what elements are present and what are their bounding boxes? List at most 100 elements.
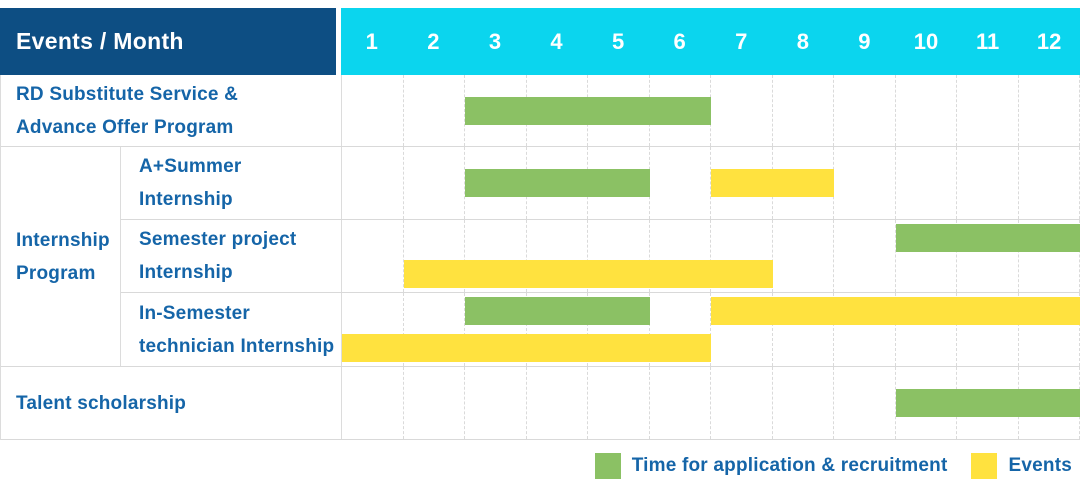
- grid-cell: [588, 293, 650, 366]
- legend-label-events: Events: [1008, 455, 1072, 476]
- chart-area-in-semester-technician-internship: [342, 293, 1080, 366]
- group-label-internship-program: Internship Program: [1, 147, 121, 366]
- grid-cell: [834, 147, 896, 219]
- month-label-12: 12: [1036, 28, 1062, 54]
- grid-cell: [342, 220, 404, 292]
- month-label-3: 3: [488, 28, 502, 54]
- grid-cell: [404, 147, 465, 219]
- group-label-line: Program: [16, 262, 96, 284]
- grid-cell: [527, 220, 588, 292]
- grid-cell: [650, 147, 711, 219]
- row-label-line: Advance Offer Program: [16, 116, 234, 138]
- grid-cell: [896, 220, 957, 292]
- month-label-4: 4: [550, 28, 563, 54]
- grid-cell: [465, 220, 527, 292]
- gantt-bar-events: [403, 260, 773, 288]
- grid-cell: [650, 293, 711, 366]
- grid-cell: [896, 147, 957, 219]
- grid-cell: [834, 220, 896, 292]
- gantt-bar-recruitment: [895, 224, 1080, 252]
- chart-area-talent-scholarship: [342, 367, 1080, 439]
- grid-cell: [773, 75, 834, 146]
- row-label-semester-project-internship: Semester project Internship: [121, 220, 342, 292]
- row-label-line: RD Substitute Service &: [16, 83, 239, 105]
- grid-cell: [404, 293, 465, 366]
- grid-cell: [834, 293, 896, 366]
- chart-area-a-plus-summer-internship: [342, 147, 1080, 219]
- grid-cell: [465, 293, 527, 366]
- month-label-6: 6: [673, 28, 686, 54]
- legend-label-recruitment: Time for application & recruitment: [631, 455, 948, 476]
- grid-cell: [527, 293, 588, 366]
- row-label-in-semester-technician-internship: In-Semester technician Internship: [121, 293, 342, 366]
- row-label-line: Internship: [139, 189, 233, 210]
- row-label-line: Internship: [139, 262, 233, 283]
- grid-cell: [711, 220, 773, 292]
- grid-cell: [650, 367, 711, 439]
- row-label-line: technician Internship: [139, 335, 335, 357]
- gantt-bar-recruitment: [465, 169, 650, 197]
- month-label-11: 11: [975, 28, 1000, 54]
- row-label-talent-scholarship: Talent scholarship: [1, 367, 342, 439]
- grid-cell: [588, 220, 650, 292]
- chart-area-semester-project-internship: [342, 220, 1080, 292]
- gantt-bar-events: [711, 297, 1080, 326]
- grid-cell: [404, 367, 465, 439]
- month-header-row: 1 2 3 4 5 6 7 8 9 10 11 12: [341, 8, 1080, 75]
- gantt-bar-events: [711, 169, 834, 197]
- grid-cell: [957, 220, 1019, 292]
- row-rd-substitute-service: RD Substitute Service & Advance Offer Pr…: [1, 75, 1080, 147]
- row-a-plus-summer-internship: A+Summer Internship: [121, 147, 1080, 220]
- grid-cell: [711, 367, 773, 439]
- grid-cell: [1019, 75, 1080, 146]
- grid-cell: [957, 75, 1019, 146]
- grid-cell: [957, 147, 1019, 219]
- gantt-bar-recruitment: [465, 297, 650, 326]
- grid-cell: [773, 293, 834, 366]
- internship-program-rows: A+Summer Internship Semester project Int…: [121, 147, 1080, 366]
- grid-cell: [711, 75, 773, 146]
- grid-cell: [957, 293, 1019, 366]
- gantt-bar-recruitment: [895, 389, 1080, 417]
- grid-cell: [342, 367, 404, 439]
- month-label-8: 8: [796, 28, 809, 54]
- month-label-7: 7: [735, 28, 748, 54]
- month-label-5: 5: [611, 28, 625, 54]
- events-swatch: [971, 453, 998, 479]
- grid-cell: [342, 293, 404, 366]
- gantt-bar-events: [342, 333, 711, 362]
- recruitment-swatch: [594, 453, 621, 479]
- row-in-semester-technician-internship: In-Semester technician Internship: [121, 293, 1080, 366]
- chart-area-rd-substitute-service: [342, 75, 1080, 146]
- schedule-table: Events / Month 1 2 3 4 5 6 7 8 9 10 11 12 RD Substi…: [0, 8, 1080, 440]
- row-semester-project-internship: Semester project Internship: [121, 220, 1080, 293]
- internship-program-group: Internship Program A+Summer Internship S…: [1, 147, 1080, 367]
- grid-cell: [404, 75, 465, 146]
- row-label-line: Talent scholarship: [16, 392, 187, 414]
- month-label-9: 9: [858, 28, 871, 54]
- row-label-line: A+Summer: [139, 156, 242, 177]
- events-month-header-label: Events / Month: [16, 28, 184, 54]
- row-label-line: Semester project: [139, 229, 297, 250]
- legend-item-events: Events: [971, 453, 1072, 479]
- row-label-a-plus-summer-internship: A+Summer Internship: [121, 147, 342, 219]
- table-body: RD Substitute Service & Advance Offer Pr…: [0, 75, 1080, 440]
- grid-cell: [896, 75, 957, 146]
- grid-cell: [650, 220, 711, 292]
- grid-cell: [834, 367, 896, 439]
- legend-item-recruitment: Time for application & recruitment: [594, 453, 948, 479]
- gantt-bar-recruitment: [465, 96, 711, 125]
- group-label-line: Internship: [16, 229, 110, 251]
- events-month-header-cell: Events / Month: [0, 8, 336, 75]
- month-label-10: 10: [913, 28, 939, 54]
- grid-cell: [773, 220, 834, 292]
- month-label-1: 1: [365, 28, 378, 54]
- grid-cell: [404, 220, 465, 292]
- grid-cell: [773, 367, 834, 439]
- row-talent-scholarship: Talent scholarship: [1, 367, 1080, 440]
- grid-cell: [834, 75, 896, 146]
- grid-cell: [342, 75, 404, 146]
- month-label-2: 2: [427, 28, 440, 54]
- grid-cell: [465, 367, 527, 439]
